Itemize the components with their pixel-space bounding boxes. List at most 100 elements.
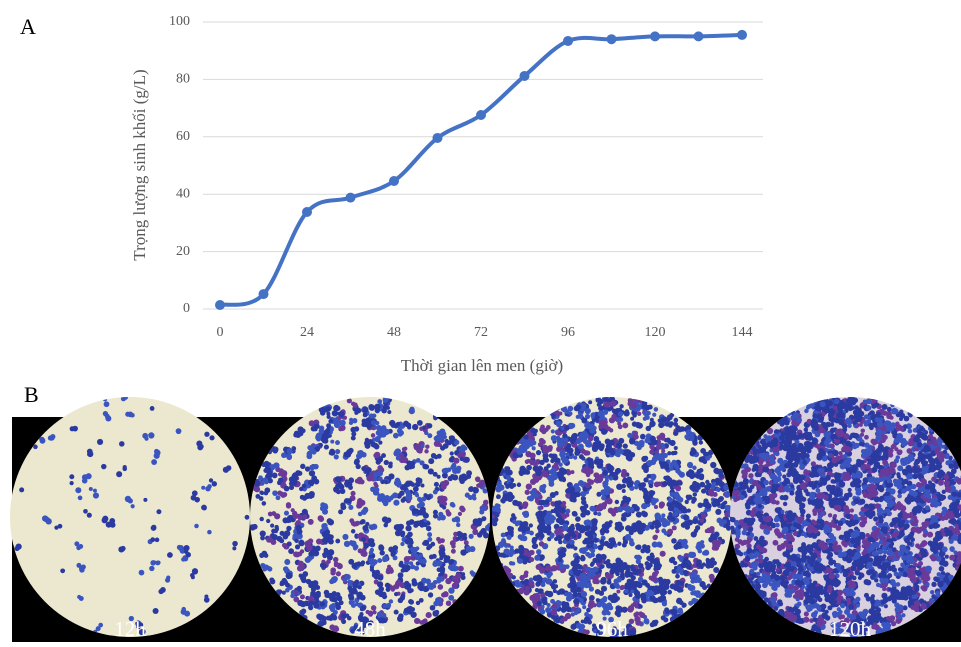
cell (406, 492, 411, 497)
cell (658, 422, 664, 428)
cell (634, 398, 639, 403)
cell (320, 601, 326, 607)
cell (637, 528, 643, 534)
cell (307, 453, 312, 458)
cell (780, 495, 785, 500)
cell (672, 569, 677, 574)
cell (383, 397, 389, 403)
cell (659, 501, 665, 507)
cell (783, 502, 787, 506)
cell (579, 433, 585, 439)
cell (582, 605, 586, 609)
cell (597, 512, 601, 516)
figure: A B Thời gian lên men (giờ) Trọng lượng … (0, 0, 961, 642)
cell (628, 593, 632, 597)
cell (594, 538, 599, 543)
cell (270, 524, 274, 528)
cell (407, 425, 411, 429)
cell (675, 574, 680, 579)
cell (558, 475, 564, 481)
cell (341, 619, 346, 624)
cell (502, 473, 506, 477)
cell (358, 548, 363, 553)
cell (272, 490, 278, 496)
cell (209, 478, 213, 482)
cell (309, 601, 314, 606)
cell (596, 556, 601, 561)
cell (659, 433, 665, 439)
cell (625, 409, 629, 413)
cell (693, 492, 697, 496)
cell (201, 486, 205, 490)
cell (705, 558, 709, 562)
cell (293, 551, 299, 557)
cell (573, 584, 577, 588)
cell (612, 599, 616, 603)
cell (192, 490, 198, 496)
cell (615, 468, 621, 474)
cell (709, 491, 714, 496)
cell (616, 589, 620, 593)
cell (358, 562, 362, 566)
cell (722, 502, 726, 506)
cell (424, 449, 428, 453)
cell (93, 492, 99, 498)
cell (673, 586, 678, 591)
cell (361, 452, 367, 458)
cell (335, 449, 340, 454)
cell (314, 424, 318, 428)
cell (688, 601, 693, 606)
cell (572, 433, 578, 439)
cell (128, 498, 133, 503)
cell (282, 591, 286, 595)
cell (715, 509, 721, 515)
cell (345, 452, 351, 458)
cell (297, 515, 303, 521)
x-axis-title: Thời gian lên men (giờ) (401, 356, 563, 375)
cell (443, 502, 447, 506)
cell (532, 599, 537, 604)
cell (385, 583, 390, 588)
caption: 48h (354, 617, 386, 641)
cell (601, 495, 606, 500)
cell (79, 567, 84, 572)
cell (548, 481, 554, 487)
cell (652, 439, 658, 445)
cell (636, 512, 642, 518)
cell (517, 583, 522, 588)
cell (593, 436, 599, 442)
cell (323, 407, 328, 412)
cell (705, 563, 711, 569)
cell (579, 525, 583, 529)
cell (350, 427, 356, 433)
cell (623, 443, 628, 448)
panel-label: B (24, 382, 39, 407)
cell (407, 556, 411, 560)
cell (404, 483, 409, 488)
cell (370, 548, 375, 553)
cell (696, 577, 702, 583)
cell (420, 483, 424, 487)
cell (316, 433, 322, 439)
cell (363, 421, 369, 427)
cell (560, 450, 566, 456)
cell (703, 452, 707, 456)
cell (602, 481, 608, 487)
cell (674, 418, 679, 423)
cell (622, 543, 627, 548)
cell (389, 599, 393, 603)
cell (691, 449, 697, 455)
cell (667, 477, 672, 482)
cell (557, 601, 562, 606)
cell (619, 404, 623, 408)
cell (194, 497, 200, 503)
cell (351, 436, 356, 441)
cell (540, 569, 544, 573)
cell (589, 548, 593, 552)
cell (601, 554, 607, 560)
cell (713, 567, 719, 573)
cell (417, 497, 422, 502)
cell (517, 483, 521, 487)
cell (425, 444, 429, 448)
cell (329, 451, 333, 455)
